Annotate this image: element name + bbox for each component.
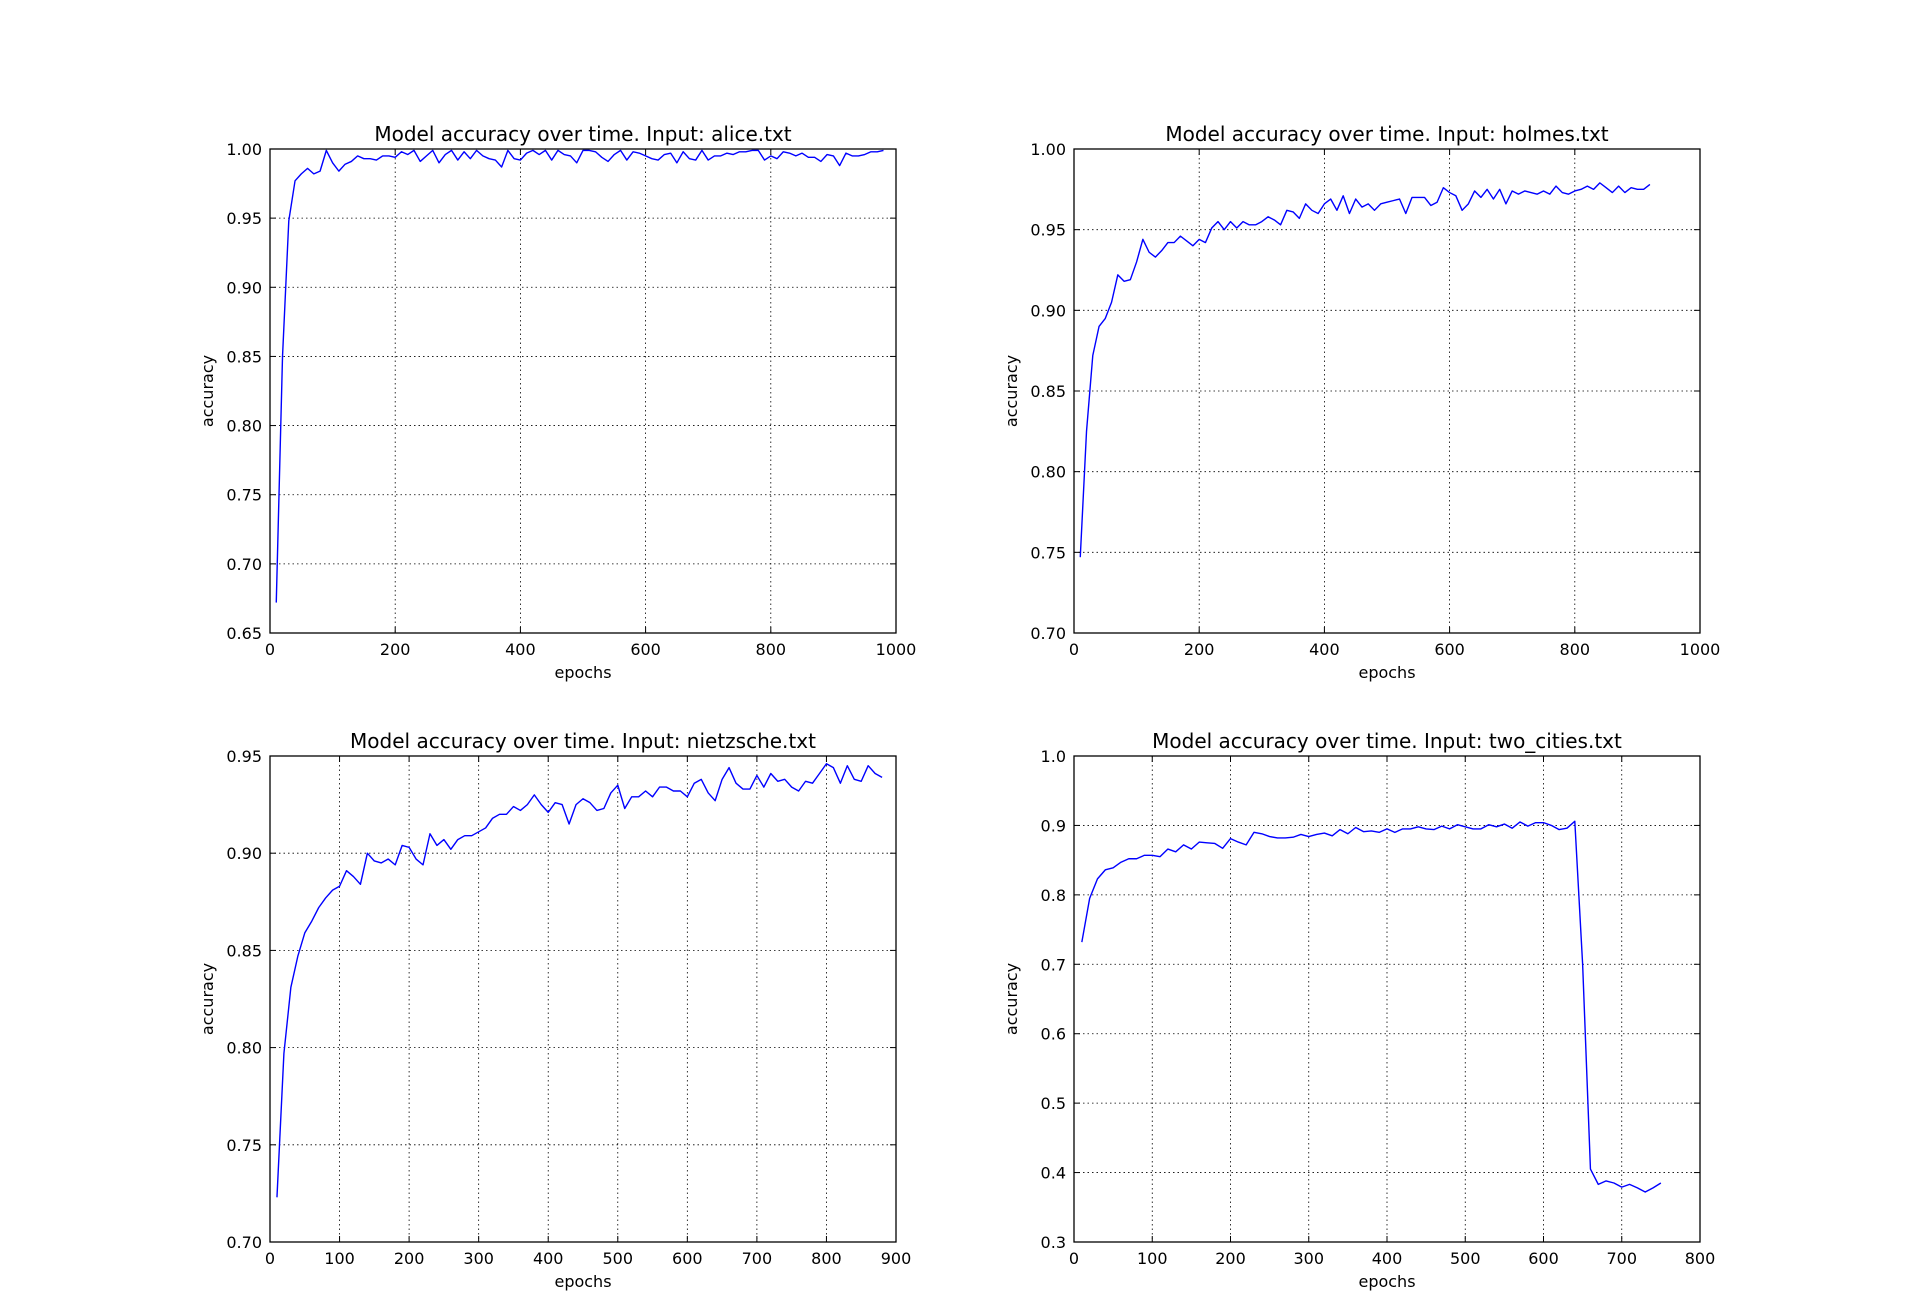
x-tick-label: 700 (1606, 1249, 1637, 1268)
x-tick-label: 0 (1069, 1249, 1079, 1268)
x-tick-label: 500 (1450, 1249, 1481, 1268)
y-axis-label: accuracy (1002, 963, 1021, 1035)
y-tick-label: 0.70 (1030, 624, 1066, 643)
x-tick-label: 600 (630, 640, 661, 659)
y-tick-label: 0.6 (1041, 1025, 1066, 1044)
x-tick-label: 900 (881, 1249, 912, 1268)
x-axis-label: epochs (1358, 663, 1415, 682)
y-tick-label: 0.9 (1041, 816, 1066, 835)
x-tick-label: 700 (742, 1249, 773, 1268)
x-tick-label: 200 (1184, 640, 1215, 659)
chart-title: Model accuracy over time. Input: nietzsc… (350, 729, 816, 753)
series-line (275, 149, 884, 603)
x-tick-label: 400 (533, 1249, 564, 1268)
y-tick-label: 0.75 (226, 486, 262, 505)
y-tick-label: 0.95 (226, 747, 262, 766)
x-tick-label: 0 (265, 1249, 275, 1268)
y-tick-label: 0.65 (226, 624, 262, 643)
x-tick-label: 1000 (1680, 640, 1721, 659)
x-tick-label: 600 (1434, 640, 1465, 659)
chart-panel-3: 0 100 200 300 400 500 600 700 800 900 0.70 0.75 0.80… (198, 729, 911, 1291)
x-axis-label: epochs (1358, 1272, 1415, 1291)
axes-frame (269, 755, 897, 1243)
y-axis-label: accuracy (198, 355, 217, 427)
y-tick-label: 1.00 (1030, 140, 1066, 159)
x-tick-label: 800 (811, 1249, 842, 1268)
y-tick-label: 0.90 (226, 844, 262, 863)
y-tick-label: 0.4 (1041, 1164, 1066, 1183)
y-tick-label: 1.00 (226, 140, 262, 159)
chart-panel-4: 0 100 200 300 400 500 600 700 800 0.3 0.4 0.5 0.6 0.7… (1002, 729, 1715, 1291)
y-tick-label: 0.3 (1041, 1233, 1066, 1252)
chart-title: Model accuracy over time. Input: holmes.… (1165, 122, 1608, 146)
y-tick-label: 0.75 (226, 1136, 262, 1155)
y-axis-label: accuracy (198, 963, 217, 1035)
x-tick-label: 600 (672, 1249, 703, 1268)
y-tick-label: 0.7 (1041, 955, 1066, 974)
x-tick-label: 1000 (876, 640, 917, 659)
x-tick-label: 100 (1137, 1249, 1168, 1268)
y-tick-label: 0.85 (1030, 382, 1066, 401)
x-tick-label: 0 (1069, 640, 1079, 659)
y-axis-label: accuracy (1002, 355, 1021, 427)
x-tick-label: 0 (265, 640, 275, 659)
chart-panel-2: 0 200 400 600 800 1000 0.70 0.75 0.80 0.85 0.90 0.9… (1002, 122, 1720, 682)
chart-title: Model accuracy over time. Input: two_cit… (1152, 729, 1622, 753)
plot-area (270, 756, 896, 1242)
y-tick-label: 1.0 (1041, 747, 1066, 766)
x-tick-label: 600 (1528, 1249, 1559, 1268)
x-tick-label: 300 (463, 1249, 494, 1268)
x-tick-label: 100 (324, 1249, 355, 1268)
x-tick-label: 400 (1309, 640, 1340, 659)
plot-area (270, 149, 896, 633)
x-axis-label: epochs (554, 1272, 611, 1291)
y-tick-label: 0.85 (226, 347, 262, 366)
x-tick-label: 800 (756, 640, 787, 659)
x-tick-label: 200 (394, 1249, 425, 1268)
series-line (276, 763, 883, 1198)
y-tick-label: 0.8 (1041, 886, 1066, 905)
y-tick-label: 0.95 (226, 209, 262, 228)
x-tick-label: 400 (505, 640, 536, 659)
series-line (1079, 182, 1651, 558)
y-tick-label: 0.5 (1041, 1094, 1066, 1113)
x-tick-label: 200 (380, 640, 411, 659)
x-tick-label: 200 (1215, 1249, 1246, 1268)
axes-frame (269, 148, 897, 634)
x-tick-label: 300 (1293, 1249, 1324, 1268)
x-tick-label: 800 (1685, 1249, 1716, 1268)
y-tick-label: 0.75 (1030, 543, 1066, 562)
x-tick-label: 800 (1560, 640, 1591, 659)
y-tick-label: 0.80 (226, 1039, 262, 1058)
y-tick-label: 0.90 (1030, 301, 1066, 320)
y-tick-label: 0.80 (226, 417, 262, 436)
chart-panel-1: 0 200 400 600 800 1000 0.65 0.70 0.75 0.80 0.85 0.9… (198, 122, 916, 682)
y-tick-label: 0.70 (226, 1233, 262, 1252)
x-tick-label: 400 (1372, 1249, 1403, 1268)
y-tick-label: 0.95 (1030, 221, 1066, 240)
y-tick-label: 0.70 (226, 555, 262, 574)
x-axis-label: epochs (554, 663, 611, 682)
chart-title: Model accuracy over time. Input: alice.t… (374, 122, 791, 146)
series-line (1081, 820, 1662, 1193)
y-tick-label: 0.80 (1030, 463, 1066, 482)
y-tick-label: 0.85 (226, 941, 262, 960)
y-tick-label: 0.90 (226, 278, 262, 297)
x-tick-label: 500 (603, 1249, 634, 1268)
